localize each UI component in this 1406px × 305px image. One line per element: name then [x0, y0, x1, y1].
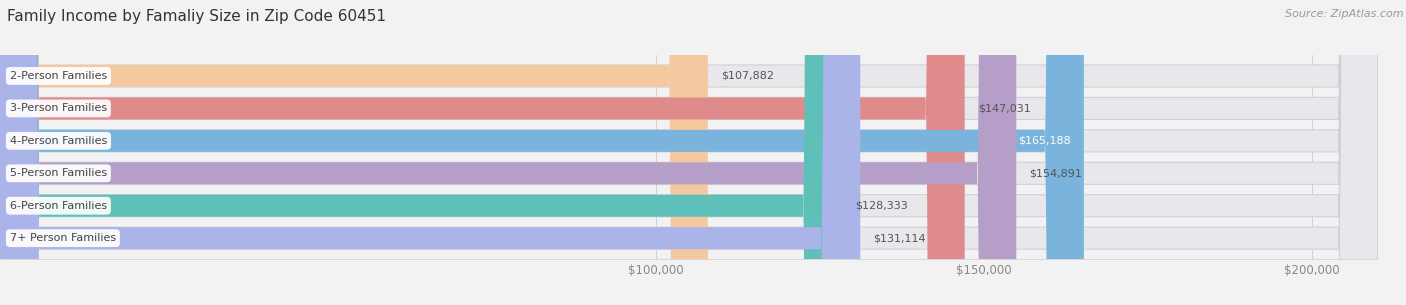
Text: $165,188: $165,188 — [1018, 136, 1071, 146]
FancyBboxPatch shape — [0, 0, 965, 305]
FancyBboxPatch shape — [0, 0, 1017, 305]
Text: $154,891: $154,891 — [1029, 168, 1083, 178]
Text: 7+ Person Families: 7+ Person Families — [10, 233, 115, 243]
Text: 6-Person Families: 6-Person Families — [10, 201, 107, 211]
Text: 4-Person Families: 4-Person Families — [10, 136, 107, 146]
FancyBboxPatch shape — [0, 0, 1084, 305]
Text: Source: ZipAtlas.com: Source: ZipAtlas.com — [1285, 9, 1403, 19]
FancyBboxPatch shape — [0, 0, 860, 305]
Text: 3-Person Families: 3-Person Families — [10, 103, 107, 113]
Text: $128,333: $128,333 — [855, 201, 908, 211]
Text: 2-Person Families: 2-Person Families — [10, 71, 107, 81]
Text: 5-Person Families: 5-Person Families — [10, 168, 107, 178]
FancyBboxPatch shape — [0, 0, 842, 305]
Text: Family Income by Famaliy Size in Zip Code 60451: Family Income by Famaliy Size in Zip Cod… — [7, 9, 387, 24]
Text: $107,882: $107,882 — [721, 71, 773, 81]
FancyBboxPatch shape — [0, 0, 707, 305]
Text: $131,114: $131,114 — [873, 233, 927, 243]
Text: $147,031: $147,031 — [977, 103, 1031, 113]
